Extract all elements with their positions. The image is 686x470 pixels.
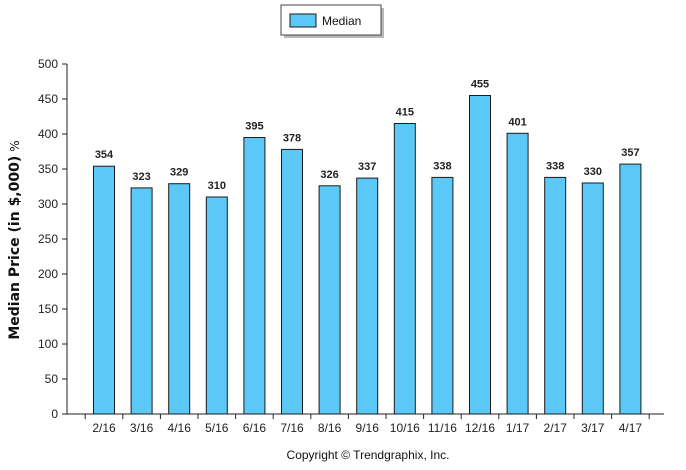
data-label: 455 [471,79,489,91]
x-tick-label: 3/17 [581,421,605,435]
legend-swatch [289,13,317,28]
x-tick-label: 7/16 [280,421,304,435]
bar [469,95,491,415]
x-tick-label: 8/16 [318,421,342,435]
data-label: 395 [245,121,263,133]
y-axis-unit: % [8,140,22,151]
data-label: 338 [433,160,451,172]
x-tick-label: 2/17 [544,421,568,435]
data-label: 357 [621,147,639,159]
y-tick-label: 100 [38,337,58,351]
axes: 0 50 100 150 200 250 300 350 400 450 500 2/16 3/16 4/… [38,57,664,435]
x-tick-label: 10/16 [390,421,420,435]
y-tick-label: 0 [51,407,58,421]
y-axis-title-group: Median Price (in $,000)% [7,140,23,339]
bar [356,177,379,415]
data-label: 326 [320,169,338,181]
y-tick-label: 450 [38,92,58,106]
data-label: 415 [396,107,414,119]
x-tick-label: 9/16 [356,421,380,435]
data-label: 354 [95,149,114,161]
data-label: 329 [170,167,188,179]
y-axis-label: Median Price (in $,000) [7,156,23,340]
x-tick-label: 12/16 [465,421,495,435]
y-tick-label: 250 [38,232,58,246]
data-label: 378 [283,132,301,144]
bar [130,187,153,415]
data-label: 338 [546,160,564,172]
data-label: 337 [358,161,376,173]
bar [205,196,228,415]
data-label: 323 [132,171,150,183]
bar [243,137,266,415]
y-tick-label: 500 [38,57,58,71]
bars [93,95,642,415]
x-tick-label: 4/16 [168,421,192,435]
legend: Median [280,4,384,38]
bar [506,132,529,415]
y-tick-label: 200 [38,267,58,281]
bar [168,183,191,415]
bar [393,123,416,415]
legend-label: Median [322,14,361,28]
x-tick-label: 4/17 [619,421,643,435]
x-tick-label: 11/16 [428,421,457,435]
x-tick-label: 2/16 [92,421,116,435]
x-tick-label: 1/17 [506,421,530,435]
y-tick-label: 50 [45,372,59,386]
bar [93,165,115,415]
y-tick-label: 400 [38,127,58,141]
bar [581,182,604,415]
bar [281,148,303,415]
y-tick-label: 150 [38,302,58,316]
y-tick-label: 300 [38,197,58,211]
x-tick-label: 6/16 [243,421,267,435]
y-tick-label: 350 [38,162,58,176]
data-label: 310 [208,180,226,192]
data-label: 330 [584,166,602,178]
bar [619,163,642,415]
y-axis-title: Median Price (in $,000)% [7,140,23,339]
bar [431,176,454,415]
x-tick-label: 3/16 [130,421,154,435]
x-tick-label: 5/16 [205,421,229,435]
data-label: 401 [508,116,526,128]
bar [318,185,341,415]
data-labels: 354 323 329 310 395 378 326 337 415 338 455 401 338 3… [95,79,640,193]
bar [544,176,567,415]
copyright-text: Copyright © Trendgraphix, Inc. [287,448,450,462]
